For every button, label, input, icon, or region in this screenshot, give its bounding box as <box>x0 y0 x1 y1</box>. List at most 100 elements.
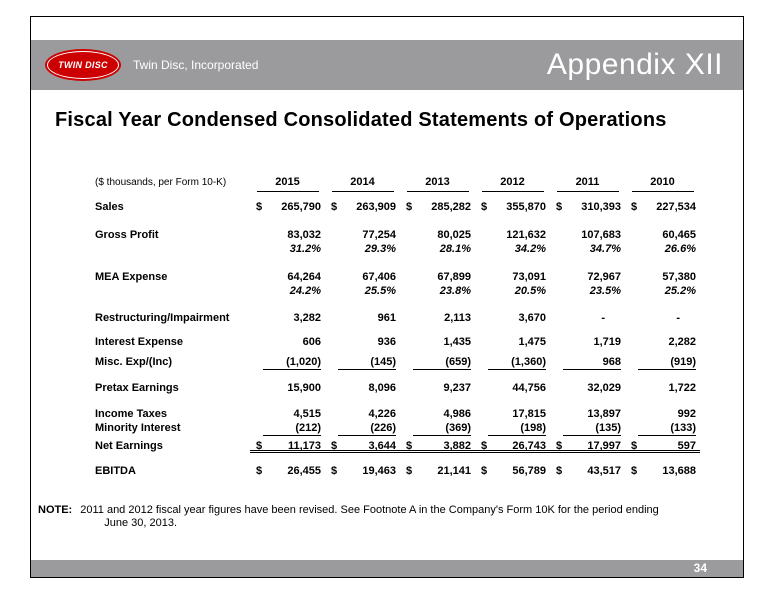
table-cell: 1,435 <box>400 335 475 349</box>
slide-title: Fiscal Year Condensed Consolidated State… <box>55 109 667 131</box>
table-cell: 20.5% <box>475 284 550 298</box>
table-cell: 992 <box>625 407 700 421</box>
table-row: Sales $265,790 $263,909 $285,282 $355,870 $31… <box>95 200 703 214</box>
table-row: Minority Interest (212) (226) (369) (198) (13… <box>95 421 703 436</box>
dollar-sign: $ <box>256 465 263 477</box>
cell-value: 961 <box>377 312 396 324</box>
table-cell: 1,722 <box>625 381 700 395</box>
table-cell: 1,475 <box>475 335 550 349</box>
table-cell: 29.3% <box>325 242 400 256</box>
cell-value: 21,141 <box>437 465 471 477</box>
table-cell: - <box>550 311 625 325</box>
table-cell: 4,515 <box>250 407 325 421</box>
table-cell: (212) <box>250 421 325 436</box>
table-cell: $26,743 <box>475 439 550 453</box>
year-column-header: 2012 <box>475 176 550 192</box>
cell-value: 355,870 <box>506 201 546 213</box>
table-cell: 3,670 <box>475 311 550 325</box>
table-cell: $227,534 <box>625 200 700 214</box>
cell-value: 1,435 <box>443 336 471 348</box>
row-label: Sales <box>95 201 124 213</box>
cell-value: 992 <box>677 408 696 420</box>
cell-value: 227,534 <box>656 201 696 213</box>
table-cell: 936 <box>325 335 400 349</box>
footnote-text: 2011 and 2012 fiscal year figures have b… <box>80 504 659 530</box>
table-cell: (198) <box>475 421 550 436</box>
cell-value: 23.5% <box>589 285 621 297</box>
cell-value: - <box>601 312 605 324</box>
cell-value: (226) <box>338 421 396 436</box>
cell-value: (212) <box>263 421 321 436</box>
row-label <box>95 284 250 298</box>
footer-bar: 34 <box>31 560 743 577</box>
appendix-label: Appendix XII <box>546 48 723 81</box>
row-label: Income Taxes <box>95 408 167 420</box>
table-cell: $17,997 <box>550 439 625 453</box>
dollar-sign: $ <box>331 201 338 213</box>
table-percent-row: 24.2% 25.5% 23.8% 20.5% 23.5% 25.2% <box>95 284 703 298</box>
cell-value: (1,360) <box>488 355 546 370</box>
table-cell: 17,815 <box>475 407 550 421</box>
table-cell: 60,465 <box>625 228 700 242</box>
year-column-header: 2010 <box>625 176 700 192</box>
table-cell: 2,113 <box>400 311 475 325</box>
cell-value: 17,815 <box>512 408 546 420</box>
cell-value: 597 <box>677 440 696 452</box>
dollar-sign: $ <box>631 201 638 213</box>
table-row: MEA Expense 64,264 67,406 67,899 73,091 72,96… <box>95 270 703 284</box>
table-cell: 961 <box>325 311 400 325</box>
table-cell: 13,897 <box>550 407 625 421</box>
cell-value: 31.2% <box>289 243 321 255</box>
cell-value: 13,897 <box>587 408 621 420</box>
table-cell: 31.2% <box>250 242 325 256</box>
cell-value: 8,096 <box>368 382 396 394</box>
dollar-sign: $ <box>556 465 563 477</box>
cell-value: 32,029 <box>587 382 621 394</box>
row-label: Interest Expense <box>95 336 184 348</box>
cell-value: 13,688 <box>662 465 696 477</box>
table-cell: (135) <box>550 421 625 436</box>
dollar-sign: $ <box>481 465 488 477</box>
cell-value: 43,517 <box>587 465 621 477</box>
cell-value: (659) <box>413 355 471 370</box>
dollar-sign: $ <box>256 440 263 452</box>
table-cell: 34.7% <box>550 242 625 256</box>
cell-value: 968 <box>563 355 621 370</box>
cell-value: 29.3% <box>364 243 396 255</box>
table-cell: $11,173 <box>250 439 325 453</box>
year-column-header: 2013 <box>400 176 475 192</box>
table-cell: 2,282 <box>625 335 700 349</box>
dollar-sign: $ <box>331 440 338 452</box>
twin-disc-logo: TWIN DISC <box>45 49 121 81</box>
cell-value: 26,455 <box>287 465 321 477</box>
dollar-sign: $ <box>406 465 413 477</box>
table-cell: 24.2% <box>250 284 325 298</box>
table-cell: 9,237 <box>400 381 475 395</box>
table-cell: 32,029 <box>550 381 625 395</box>
row-label: Pretax Earnings <box>95 382 179 394</box>
cell-value: 20.5% <box>514 285 546 297</box>
table-cell: (226) <box>325 421 400 436</box>
table-row: Misc. Exp/(Inc) (1,020) (145) (659) (1,360) 9… <box>95 355 703 370</box>
row-label: Minority Interest <box>95 422 181 434</box>
cell-value: 285,282 <box>431 201 471 213</box>
cell-value: 15,900 <box>287 382 321 394</box>
year-column-header: 2015 <box>250 176 325 192</box>
table-cell: 15,900 <box>250 381 325 395</box>
table-cell: (369) <box>400 421 475 436</box>
dollar-sign: $ <box>631 440 638 452</box>
cell-value: 73,091 <box>512 271 546 283</box>
cell-value: 24.2% <box>289 285 321 297</box>
table-cell: $265,790 <box>250 200 325 214</box>
dollar-sign: $ <box>556 201 563 213</box>
cell-value: 25.5% <box>364 285 396 297</box>
table-cell: (1,360) <box>475 355 550 370</box>
cell-value: (919) <box>638 355 696 370</box>
table-cell: $21,141 <box>400 464 475 478</box>
cell-value: 67,406 <box>362 271 396 283</box>
table-cell: 44,756 <box>475 381 550 395</box>
cell-value: (1,020) <box>263 355 321 370</box>
table-cell: $3,882 <box>400 439 475 453</box>
cell-value: 34.7% <box>589 243 621 255</box>
cell-value: 57,380 <box>662 271 696 283</box>
